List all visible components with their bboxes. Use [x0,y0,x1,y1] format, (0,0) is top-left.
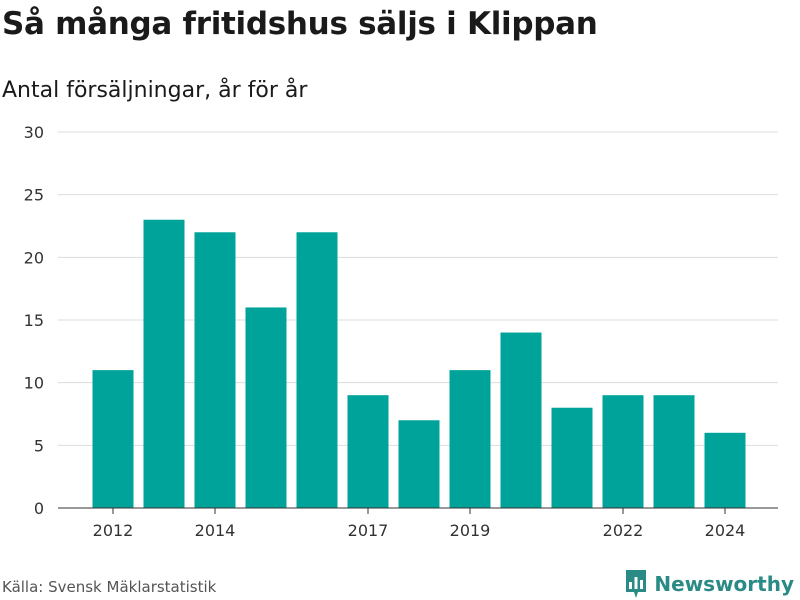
y-tick-label: 30 [24,123,44,142]
bar-2020 [500,332,542,508]
x-axis-ticks: 2012 2014 2017 2019 2022 2024 [93,508,746,540]
y-tick-label: 5 [34,436,44,455]
brand-name: Newsworthy [654,572,794,596]
bar-2024 [704,432,746,508]
bars [92,219,746,508]
x-tick-label: 2019 [450,521,491,540]
bar-2019 [449,370,491,508]
y-tick-label: 20 [24,248,44,267]
bar-2017 [347,395,389,508]
bar-2021 [551,407,593,508]
y-tick-label: 10 [24,374,44,393]
bar-2016 [296,232,338,508]
x-tick-label: 2014 [195,521,236,540]
bar-2013 [143,219,185,508]
x-tick-label: 2024 [705,521,746,540]
bar-2014 [194,232,236,508]
bar-2022 [602,395,644,508]
bar-2015 [245,307,287,508]
newsworthy-brand: Newsworthy [624,568,794,600]
newsworthy-logo-icon [626,570,647,598]
y-tick-label: 25 [24,186,44,205]
source-note: Källa: Svensk Mäklarstatistik [2,578,217,596]
x-tick-label: 2012 [93,521,134,540]
y-axis-ticks: 0 5 10 15 20 25 30 [24,123,44,518]
chart-title: Så många fritidshus säljs i Klippan [2,6,598,42]
chart-subtitle: Antal försäljningar, år för år [2,78,308,103]
y-tick-label: 0 [34,499,44,518]
x-tick-label: 2022 [603,521,644,540]
y-tick-label: 15 [24,311,44,330]
bar-2012 [92,370,134,508]
x-tick-label: 2017 [348,521,389,540]
bar-2018 [398,420,440,508]
bar-2023 [653,395,695,508]
